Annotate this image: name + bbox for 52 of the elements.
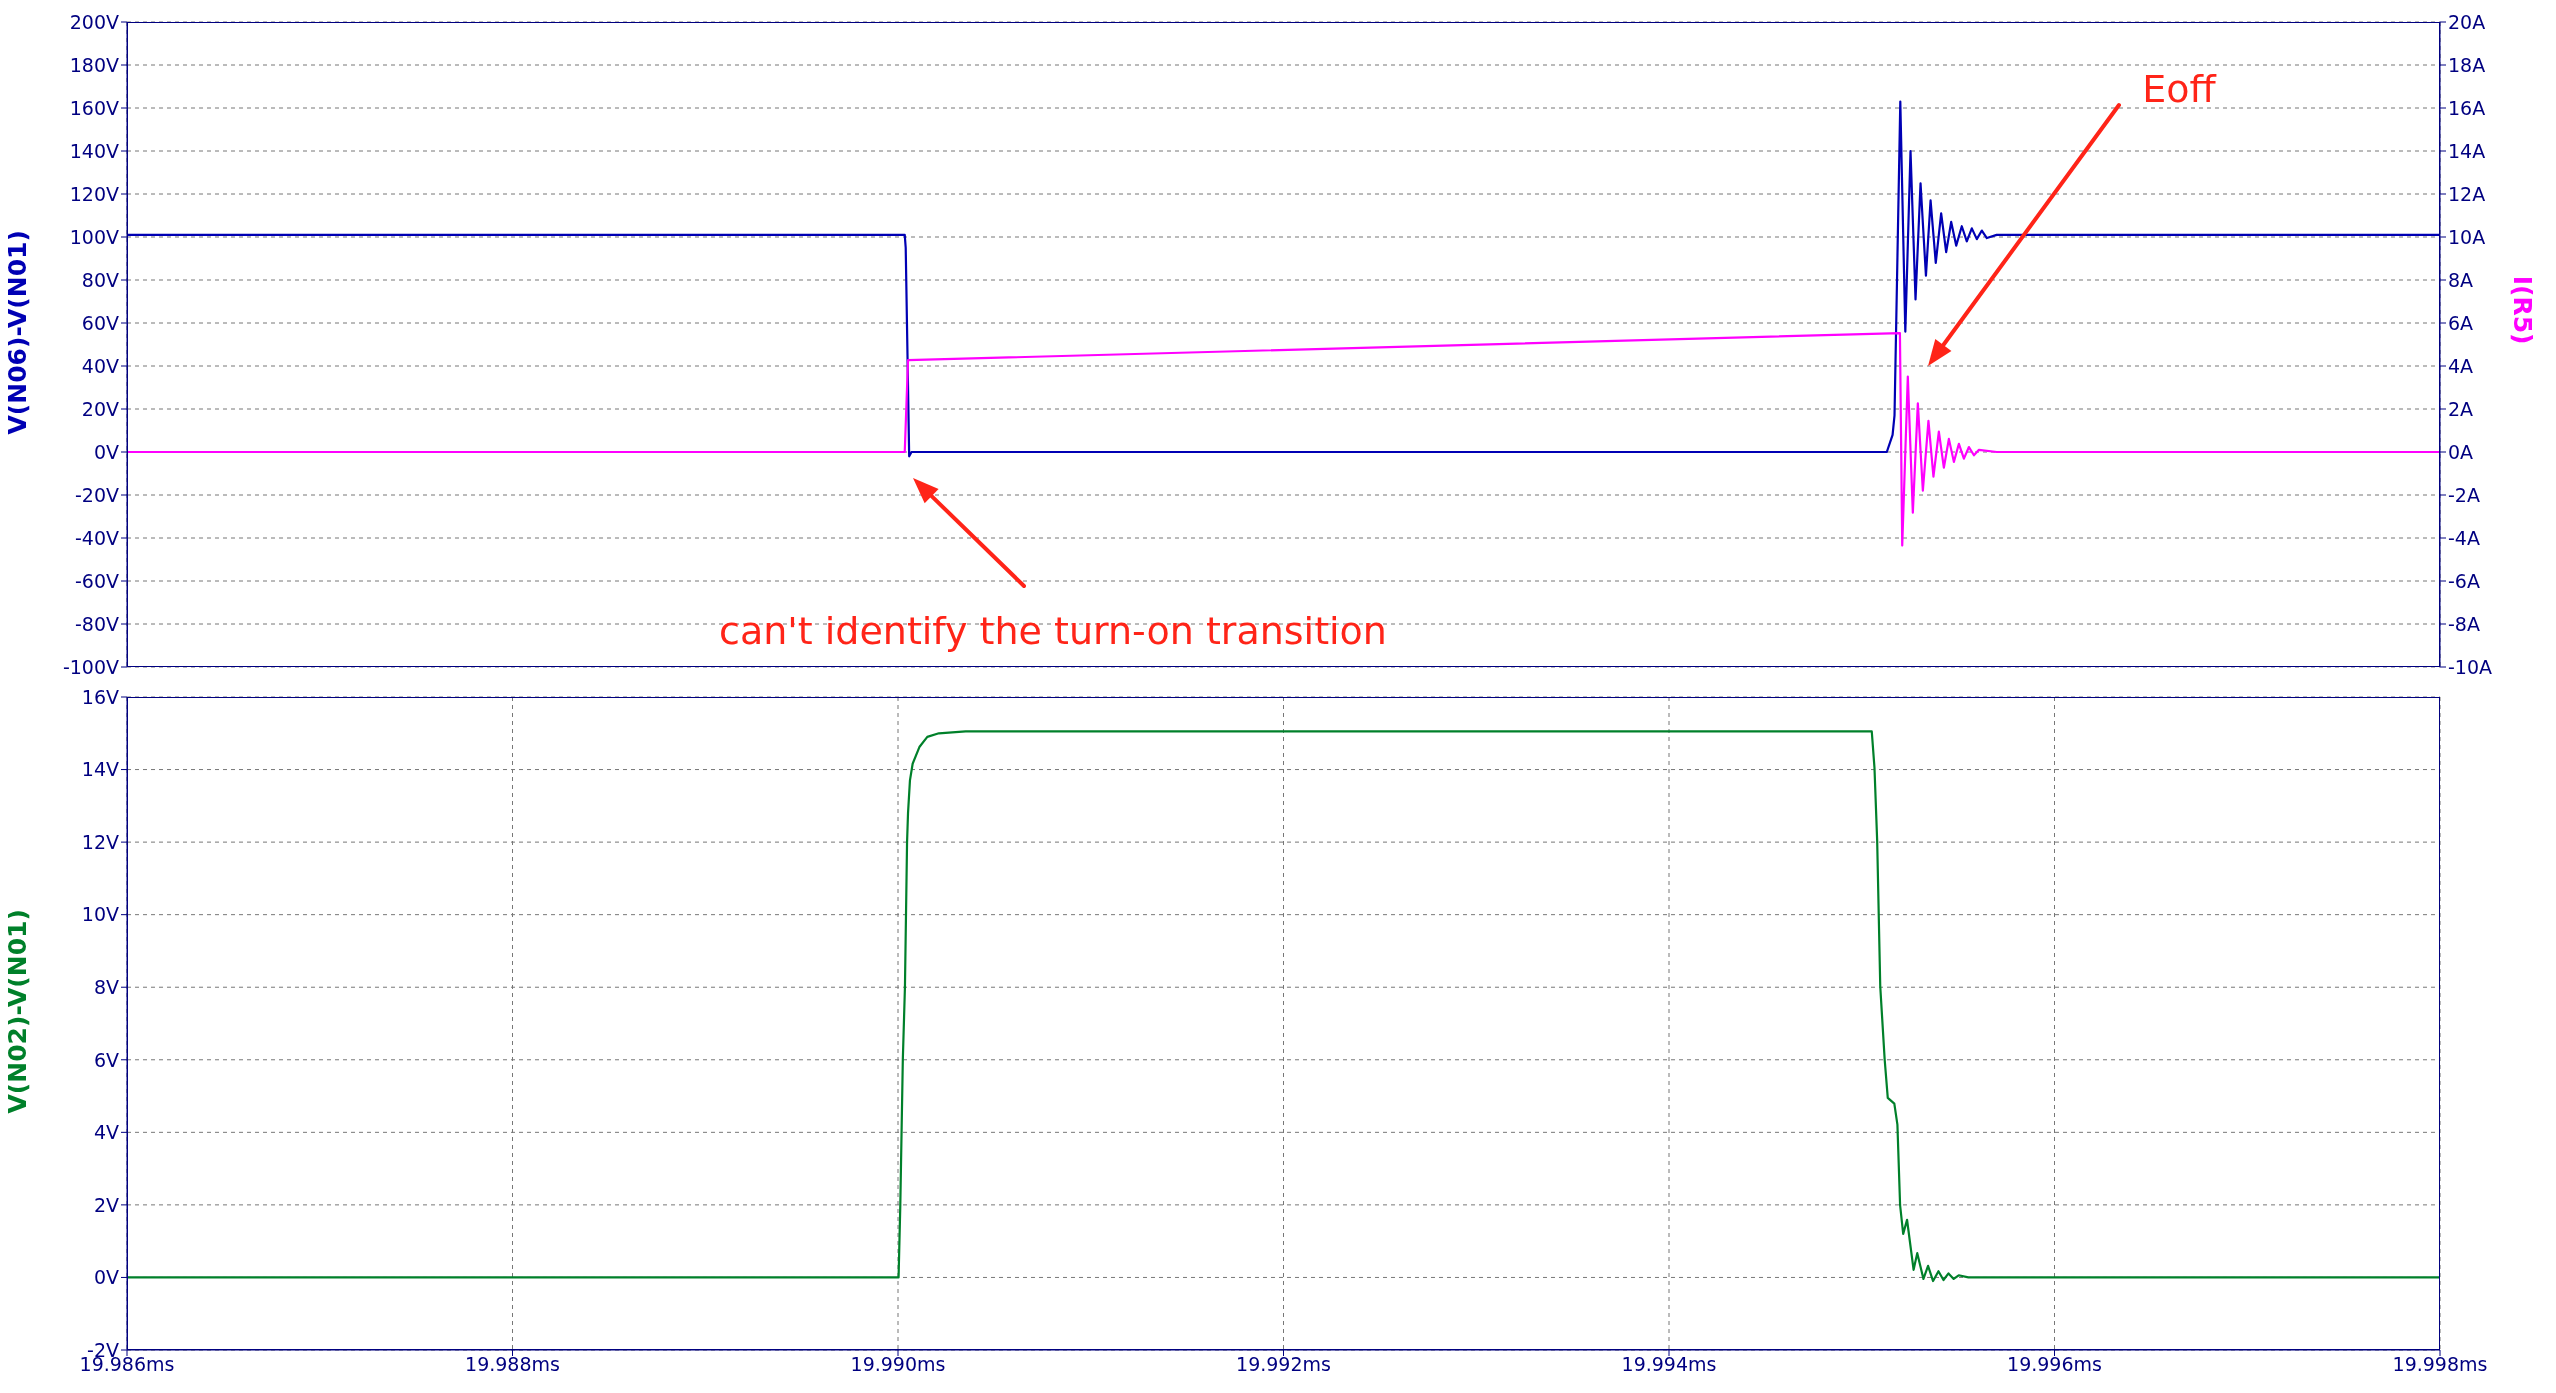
y-tick-label: 8V xyxy=(93,975,119,998)
y2-tick-label: 2A xyxy=(2448,397,2474,420)
y2-tick-label: 18A xyxy=(2448,53,2486,76)
y2-tick-label: 0A xyxy=(2448,440,2474,463)
y-tick-label: 12V xyxy=(81,830,119,853)
y-tick-label: 140V xyxy=(69,139,119,162)
y2-tick-label: 14A xyxy=(2448,139,2486,162)
y-tick-label: -80V xyxy=(74,612,119,635)
y-tick-label: -60V xyxy=(74,569,119,592)
y-tick-label: 180V xyxy=(69,53,119,76)
x-tick-label: 19.990ms xyxy=(850,1353,946,1376)
y-tick-label: 4V xyxy=(93,1121,119,1144)
y-tick-label: 20V xyxy=(81,397,119,420)
x-tick-label: 19.988ms xyxy=(465,1353,560,1376)
y-tick-label: 16V xyxy=(81,685,119,708)
y-tick-label: 100V xyxy=(69,225,119,248)
annotation: can't identify the turn-on transition xyxy=(719,609,1387,653)
line-series xyxy=(127,332,2440,547)
y2-tick-label: -2A xyxy=(2448,483,2480,506)
line-series xyxy=(127,730,2440,1283)
y2-tick-label: -4A xyxy=(2448,526,2480,549)
y-tick-label: 40V xyxy=(81,354,119,377)
y-tick-label: 6V xyxy=(93,1048,119,1071)
y2-tick-label: 12A xyxy=(2448,182,2486,205)
y2-tick-label: -10A xyxy=(2448,655,2493,678)
y-tick-label: 10V xyxy=(81,903,119,926)
y2-tick-label: -8A xyxy=(2448,612,2480,635)
annotation: Eoff xyxy=(2142,67,2217,111)
y-tick-label: 0V xyxy=(93,440,119,463)
y2-axis-title: I(R5) xyxy=(2508,275,2538,345)
y-tick-label: 2V xyxy=(93,1193,119,1216)
x-tick-label: 19.996ms xyxy=(2007,1353,2102,1376)
y-tick-label: -20V xyxy=(74,483,119,506)
y2-tick-label: 16A xyxy=(2448,96,2486,119)
y-tick-label: 120V xyxy=(69,182,119,205)
x-tick-label: 19.998ms xyxy=(2392,1353,2488,1376)
x-tick-label: 19.994ms xyxy=(1621,1353,1717,1376)
y2-tick-label: 20A xyxy=(2448,10,2486,33)
y-tick-label: 160V xyxy=(69,96,119,119)
y-tick-label: -100V xyxy=(62,655,119,678)
x-tick-label: 19.992ms xyxy=(1236,1353,1331,1376)
y2-tick-label: 8A xyxy=(2448,268,2474,291)
y2-tick-label: 10A xyxy=(2448,225,2486,248)
y2-tick-label: -6A xyxy=(2448,569,2480,592)
y2-tick-label: 6A xyxy=(2448,311,2474,334)
y-tick-label: 0V xyxy=(93,1266,119,1289)
y-tick-label: -40V xyxy=(74,526,119,549)
y-tick-label: 200V xyxy=(69,10,119,33)
y-tick-label: 80V xyxy=(81,268,119,291)
y-tick-label: 14V xyxy=(81,758,119,781)
y-tick-label: 60V xyxy=(81,311,119,334)
y2-tick-label: 4A xyxy=(2448,354,2474,377)
